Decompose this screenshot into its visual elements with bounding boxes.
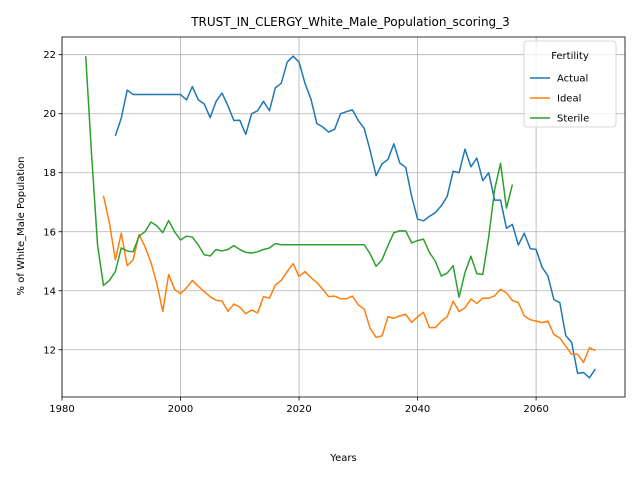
y-tick-label: 12 — [43, 345, 56, 356]
legend-box — [523, 40, 617, 128]
legend-label-actual: Actual — [557, 74, 588, 85]
series-line-ideal — [102, 195, 596, 364]
series-layer — [84, 55, 596, 379]
x-axis: 1980 2000 2020 2040 2060 — [49, 397, 549, 415]
y-axis-label: % of White_Male Population — [16, 157, 27, 296]
series-line-actual — [114, 55, 596, 379]
x-tick-label: 2000 — [168, 404, 193, 415]
series-line-sterile — [84, 56, 514, 299]
y-tick-label: 14 — [43, 286, 56, 297]
x-tick-label: 2040 — [405, 404, 430, 415]
y-tick-label: 20 — [43, 109, 56, 120]
y-tick-label: 22 — [43, 50, 56, 61]
x-tick-label: 2020 — [286, 404, 311, 415]
legend: Fertility Actual Ideal Sterile — [523, 40, 617, 128]
legend-label-ideal: Ideal — [557, 94, 581, 105]
x-axis-label: Years — [329, 453, 356, 464]
x-tick-label: 1980 — [49, 404, 74, 415]
legend-title: Fertility — [551, 51, 589, 62]
plot-frame — [61, 36, 626, 398]
legend-label-sterile: Sterile — [557, 114, 589, 125]
y-axis: 12 14 16 18 20 22 — [43, 50, 62, 356]
chart-title: TRUST_IN_CLERGY_White_Male_Population_sc… — [190, 15, 510, 29]
x-tick-label: 2060 — [523, 404, 548, 415]
y-tick-label: 18 — [43, 168, 56, 179]
y-tick-label: 16 — [43, 227, 56, 238]
